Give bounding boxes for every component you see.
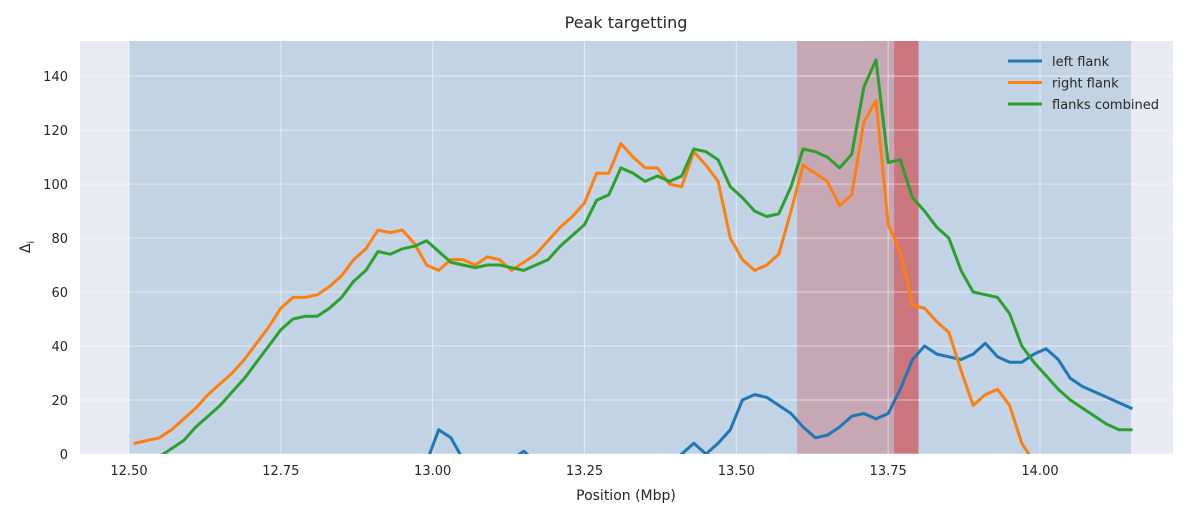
y-tick-label: 40 bbox=[51, 340, 68, 355]
x-tick-label: 14.00 bbox=[1021, 464, 1058, 479]
series-line-right-flank bbox=[133, 98, 1031, 454]
x-tick-label: 13.00 bbox=[414, 464, 451, 479]
y-tick-labels: 0 20 40 60 80 100 120 140 bbox=[43, 70, 68, 463]
x-tick-label: 12.50 bbox=[110, 464, 147, 479]
y-tick-label: 20 bbox=[51, 394, 68, 409]
y-tick-label: 140 bbox=[43, 70, 68, 85]
y-tick-label: 100 bbox=[43, 178, 68, 193]
x-tick-labels: 12.50 12.75 13.00 13.25 13.50 13.75 14.00 bbox=[110, 464, 1058, 479]
legend: left flank right flank flanks combined bbox=[1008, 55, 1159, 113]
y-tick-label: 120 bbox=[43, 124, 68, 139]
legend-label-flanks-combined: flanks combined bbox=[1052, 98, 1159, 113]
series-line-flanks-combined bbox=[160, 58, 1133, 454]
chart-title: Peak targetting bbox=[565, 13, 688, 32]
y-axis-label: Δi bbox=[18, 241, 37, 253]
series-line-left-flank bbox=[428, 341, 1134, 454]
shaded-regions bbox=[129, 41, 1132, 454]
x-tick-label: 12.75 bbox=[262, 464, 299, 479]
legend-label-right-flank: right flank bbox=[1052, 77, 1119, 92]
x-tick-label: 13.50 bbox=[718, 464, 755, 479]
x-axis-label: Position (Mbp) bbox=[576, 488, 676, 504]
plot-background bbox=[80, 41, 1173, 454]
y-tick-label: 60 bbox=[51, 286, 68, 301]
y-axis-label-subscript: i bbox=[26, 241, 37, 244]
y-axis-label-main: Δ bbox=[18, 243, 34, 253]
x-tick-label: 13.75 bbox=[870, 464, 907, 479]
y-tick-label: 0 bbox=[60, 448, 68, 463]
data-lines bbox=[133, 58, 1134, 454]
legend-label-left-flank: left flank bbox=[1052, 55, 1110, 70]
x-tick-label: 13.25 bbox=[566, 464, 603, 479]
y-tick-label: 80 bbox=[51, 232, 68, 247]
shaded-region-0 bbox=[129, 41, 1132, 454]
